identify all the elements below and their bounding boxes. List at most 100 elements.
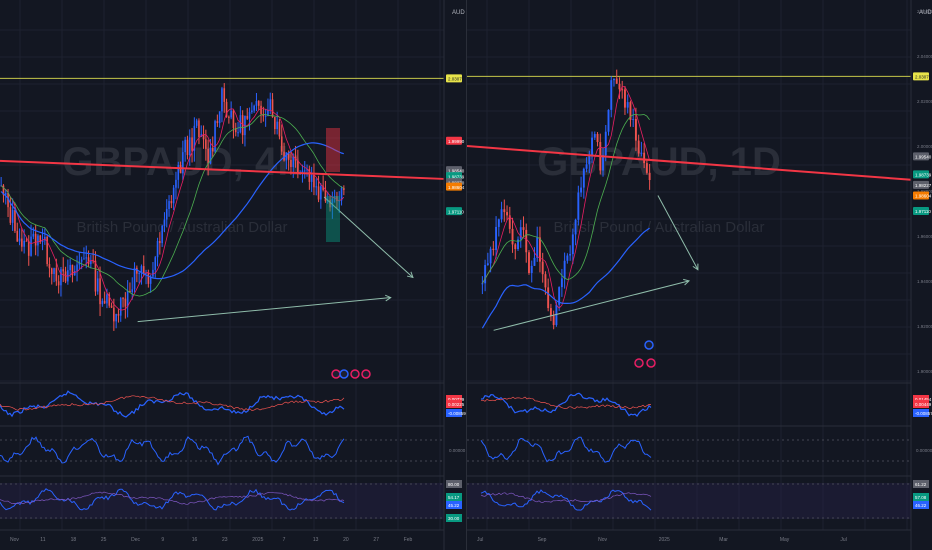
candle-body bbox=[149, 276, 152, 284]
candle-body bbox=[591, 137, 594, 156]
candle-body bbox=[495, 226, 498, 251]
osc1-label: 0.01454 bbox=[915, 397, 932, 402]
rsi-band bbox=[0, 483, 444, 519]
candles bbox=[481, 69, 651, 330]
candle-body bbox=[218, 111, 221, 124]
currency-label: AUD bbox=[452, 10, 465, 16]
candle-body bbox=[623, 89, 626, 108]
candle-body bbox=[159, 241, 161, 244]
x-tick-label: Jul bbox=[477, 537, 483, 543]
rsi-band bbox=[467, 483, 911, 519]
ma-fast bbox=[0, 108, 345, 311]
osc1-badge bbox=[446, 395, 462, 403]
y-tick-label: 1.94000 bbox=[917, 279, 932, 284]
candle-body bbox=[177, 164, 180, 180]
candle-body bbox=[613, 78, 615, 81]
candle-body bbox=[566, 255, 569, 261]
candle-body bbox=[172, 187, 175, 204]
x-tick-label: Nov bbox=[598, 537, 607, 543]
rsi-ma bbox=[480, 492, 652, 503]
candle-body bbox=[544, 274, 547, 288]
osc1-badge bbox=[913, 400, 929, 408]
candle-body bbox=[262, 114, 265, 117]
candle-body bbox=[640, 152, 643, 154]
chart-background bbox=[467, 0, 932, 550]
x-tick-label: 2025 bbox=[659, 537, 670, 543]
candle-body bbox=[525, 229, 528, 253]
event-marker[interactable] bbox=[331, 369, 341, 379]
left-chart-pane[interactable]: GBPAUD, 4h British Pound / Australian Dol… bbox=[0, 0, 466, 550]
candle-body bbox=[188, 137, 191, 156]
candle-body bbox=[607, 109, 610, 132]
rsi-label: 30.00 bbox=[448, 516, 460, 521]
osc1-label: 0.00739 bbox=[448, 397, 465, 402]
price-axis: AUD2.030711.999901.985401.987391.982701.… bbox=[443, 0, 466, 550]
candle-body bbox=[313, 174, 315, 188]
rsi-badge bbox=[446, 480, 462, 488]
candle-body bbox=[588, 155, 591, 165]
candle-body bbox=[306, 169, 308, 171]
price-badge bbox=[446, 207, 462, 216]
currency-label: AUD bbox=[919, 10, 932, 16]
candle-body bbox=[503, 209, 506, 213]
y-tick-label: 2.00000 bbox=[917, 144, 932, 149]
rsi-label: 54.17 bbox=[448, 495, 460, 500]
candle-body bbox=[90, 260, 92, 265]
candle-body bbox=[225, 101, 228, 117]
osc1-label: 0.00449 bbox=[915, 402, 932, 407]
rsi-badge bbox=[913, 480, 929, 488]
projection-arrow-down-head bbox=[692, 263, 699, 271]
candle-body bbox=[519, 227, 522, 240]
event-markers bbox=[331, 369, 371, 379]
price-badge bbox=[913, 72, 929, 81]
candle-body bbox=[267, 110, 269, 116]
price-badge bbox=[913, 170, 929, 179]
candle-body bbox=[186, 139, 189, 156]
event-marker[interactable] bbox=[634, 358, 644, 368]
price-badge bbox=[913, 152, 929, 161]
right-chart-pane[interactable]: GBPAUD, 1D British Pound / Australian Dol… bbox=[466, 0, 932, 550]
axis-bg bbox=[911, 0, 932, 550]
left-chart-svg[interactable]: GBPAUD, 4h British Pound / Australian Dol… bbox=[0, 0, 466, 550]
candle-body bbox=[333, 196, 336, 199]
candle-body bbox=[290, 159, 292, 168]
price-badge-label: 2.03071 bbox=[915, 75, 932, 80]
candle-body bbox=[585, 164, 588, 169]
event-marker[interactable] bbox=[361, 369, 371, 379]
candle-body bbox=[264, 115, 267, 117]
candle-body bbox=[18, 238, 21, 242]
event-marker[interactable] bbox=[350, 369, 360, 379]
candle-body bbox=[645, 163, 648, 173]
ma-slow bbox=[481, 227, 650, 329]
candle-body bbox=[563, 260, 566, 279]
candle-body bbox=[310, 174, 313, 182]
candle-body bbox=[83, 258, 85, 260]
candle-body bbox=[21, 238, 23, 247]
event-marker[interactable] bbox=[644, 340, 654, 350]
position-stop-zone bbox=[326, 128, 340, 172]
candle-body bbox=[500, 209, 503, 220]
event-marker[interactable] bbox=[646, 358, 656, 368]
watermark-subtitle: British Pound / Australian Dollar bbox=[554, 219, 765, 236]
candle-body bbox=[269, 99, 272, 111]
candle-body bbox=[492, 248, 495, 251]
candle-body bbox=[547, 287, 550, 309]
x-tick-label: 16 bbox=[192, 537, 198, 543]
candle-body bbox=[331, 198, 334, 208]
rsi-badge bbox=[446, 501, 462, 509]
candle-body bbox=[25, 240, 28, 242]
candle-body bbox=[96, 278, 99, 292]
price-badge bbox=[446, 182, 462, 191]
right-chart-svg[interactable]: GBPAUD, 1D British Pound / Australian Dol… bbox=[467, 0, 932, 550]
candle-body bbox=[119, 298, 122, 316]
event-marker[interactable] bbox=[339, 369, 349, 379]
candle-body bbox=[237, 132, 239, 134]
candle-body bbox=[301, 170, 304, 174]
candle-body bbox=[30, 236, 32, 256]
candle-body bbox=[253, 105, 255, 111]
candle-body bbox=[541, 261, 544, 275]
candle-body bbox=[67, 270, 69, 282]
candle-body bbox=[209, 148, 212, 164]
price-badge-label: 2.03071 bbox=[448, 77, 465, 82]
price-badge-label: 1.98540 bbox=[448, 168, 465, 173]
